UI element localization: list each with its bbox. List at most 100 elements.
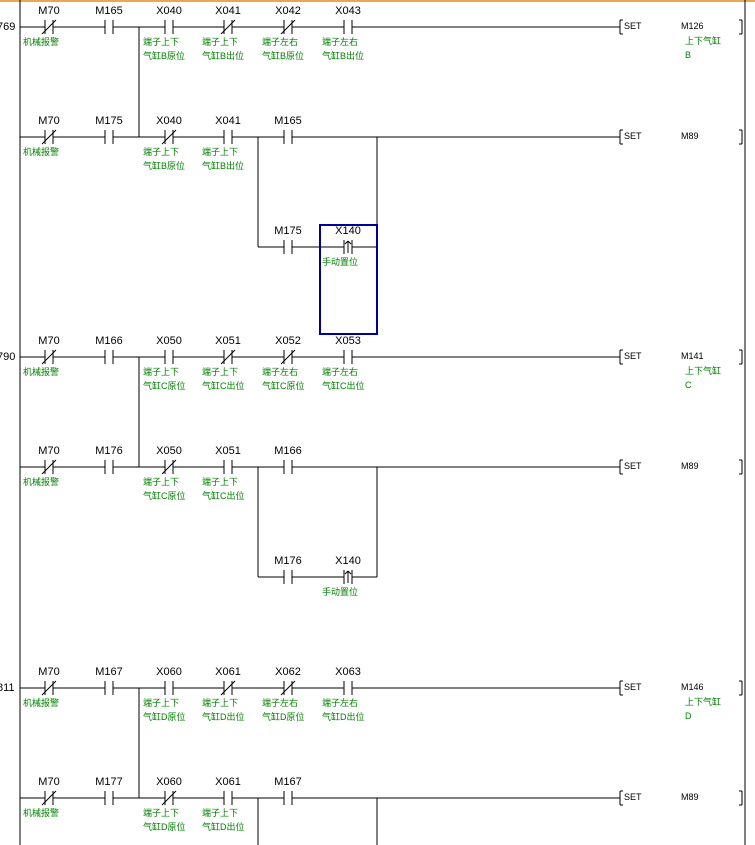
contact-X051[interactable]: X051 [215, 335, 241, 347]
contact-M70[interactable]: M70 [38, 776, 60, 788]
device-comment: 气缸D出位 [322, 712, 365, 722]
contact-X053[interactable]: X053 [335, 335, 361, 347]
normally-closed-slash [41, 790, 57, 806]
contact-M166[interactable]: M166 [274, 445, 302, 457]
device-comment: 气缸B原位 [262, 51, 305, 61]
device-comment: 机械报警 [23, 477, 60, 487]
device-comment: 端子上下 [143, 147, 180, 157]
device-comment: 手动置位 [322, 587, 359, 597]
device-comment: 端子左右 [262, 367, 299, 377]
normally-closed-slash [161, 790, 177, 806]
device-comment: 机械报警 [23, 37, 60, 47]
normally-closed-slash [41, 680, 57, 696]
contact-M176[interactable]: M176 [274, 555, 302, 567]
set-instruction[interactable]: SET [624, 21, 642, 31]
contact-X063[interactable]: X063 [335, 666, 361, 678]
step-number: 811 [0, 682, 15, 694]
device-comment: 端子上下 [143, 37, 180, 47]
normally-closed-slash [41, 349, 57, 365]
contact-X061[interactable]: X061 [215, 666, 241, 678]
device-comment: 端子左右 [322, 37, 359, 47]
contact-X140[interactable]: X140 [335, 225, 361, 237]
contact-X041[interactable]: X041 [215, 115, 241, 127]
normally-closed-slash [280, 19, 296, 35]
rising-edge-arrow [347, 570, 352, 575]
contact-X140[interactable]: X140 [335, 555, 361, 567]
coil-operand[interactable]: M126 [681, 21, 704, 31]
normally-closed-slash [280, 349, 296, 365]
device-comment: 气缸B出位 [202, 161, 245, 171]
contact-M165[interactable]: M165 [274, 115, 302, 127]
coil-operand[interactable]: M146 [681, 682, 704, 692]
contact-X062[interactable]: X062 [275, 666, 301, 678]
device-comment: 端子左右 [262, 37, 299, 47]
coil-operand[interactable]: M89 [681, 131, 699, 141]
device-comment: 气缸D原位 [143, 712, 186, 722]
normally-closed-slash [41, 459, 57, 475]
device-comment: 气缸C原位 [143, 491, 186, 501]
coil-comment: D [685, 711, 692, 721]
coil-comment: 上下气缸 [685, 36, 722, 46]
contact-M70[interactable]: M70 [38, 666, 60, 678]
contact-M167[interactable]: M167 [95, 666, 123, 678]
contact-M167[interactable]: M167 [274, 776, 302, 788]
device-comment: 端子上下 [143, 477, 180, 487]
window-top-border [0, 0, 755, 2]
contact-X043[interactable]: X043 [335, 5, 361, 17]
contact-M70[interactable]: M70 [38, 445, 60, 457]
device-comment: 端子上下 [202, 698, 239, 708]
normally-closed-slash [41, 19, 57, 35]
device-comment: 机械报警 [23, 698, 60, 708]
contact-X060[interactable]: X060 [156, 776, 182, 788]
contact-M175[interactable]: M175 [95, 115, 123, 127]
contact-M175[interactable]: M175 [274, 225, 302, 237]
contact-X051[interactable]: X051 [215, 445, 241, 457]
contact-X061[interactable]: X061 [215, 776, 241, 788]
contact-X050[interactable]: X050 [156, 335, 182, 347]
contact-X040[interactable]: X040 [156, 115, 182, 127]
contact-X041[interactable]: X041 [215, 5, 241, 17]
step-number: 769 [0, 21, 16, 33]
device-comment: 端子上下 [143, 808, 180, 818]
set-instruction[interactable]: SET [624, 461, 642, 471]
contact-M177[interactable]: M177 [95, 776, 123, 788]
coil-comment: 上下气缸 [685, 366, 722, 376]
device-comment: 机械报警 [23, 367, 60, 377]
device-comment: 气缸C原位 [143, 381, 186, 391]
normally-closed-slash [220, 680, 236, 696]
device-comment: 气缸B出位 [202, 51, 245, 61]
coil-operand[interactable]: M141 [681, 351, 704, 361]
set-instruction[interactable]: SET [624, 131, 642, 141]
device-comment: 端子左右 [262, 698, 299, 708]
contact-X042[interactable]: X042 [275, 5, 301, 17]
step-number: 790 [0, 351, 16, 363]
contact-X040[interactable]: X040 [156, 5, 182, 17]
contact-M176[interactable]: M176 [95, 445, 123, 457]
contact-M70[interactable]: M70 [38, 5, 60, 17]
rising-edge-arrow [347, 240, 352, 245]
device-comment: 端子上下 [202, 147, 239, 157]
set-instruction[interactable]: SET [624, 682, 642, 692]
contact-M166[interactable]: M166 [95, 335, 123, 347]
contact-M70[interactable]: M70 [38, 115, 60, 127]
contact-X060[interactable]: X060 [156, 666, 182, 678]
selection-cursor [319, 224, 378, 335]
set-instruction[interactable]: SET [624, 351, 642, 361]
device-comment: 机械报警 [23, 808, 60, 818]
set-instruction[interactable]: SET [624, 792, 642, 802]
device-comment: 端子上下 [202, 37, 239, 47]
contact-M165[interactable]: M165 [95, 5, 123, 17]
contact-M70[interactable]: M70 [38, 335, 60, 347]
coil-operand[interactable]: M89 [681, 792, 699, 802]
coil-operand[interactable]: M89 [681, 461, 699, 471]
rising-edge-arrow [344, 240, 349, 245]
normally-closed-slash [161, 129, 177, 145]
normally-closed-slash [41, 129, 57, 145]
device-comment: 气缸D原位 [262, 712, 305, 722]
device-comment: 气缸D原位 [143, 822, 186, 832]
contact-X052[interactable]: X052 [275, 335, 301, 347]
device-comment: 气缸C出位 [202, 491, 245, 501]
contact-X050[interactable]: X050 [156, 445, 182, 457]
